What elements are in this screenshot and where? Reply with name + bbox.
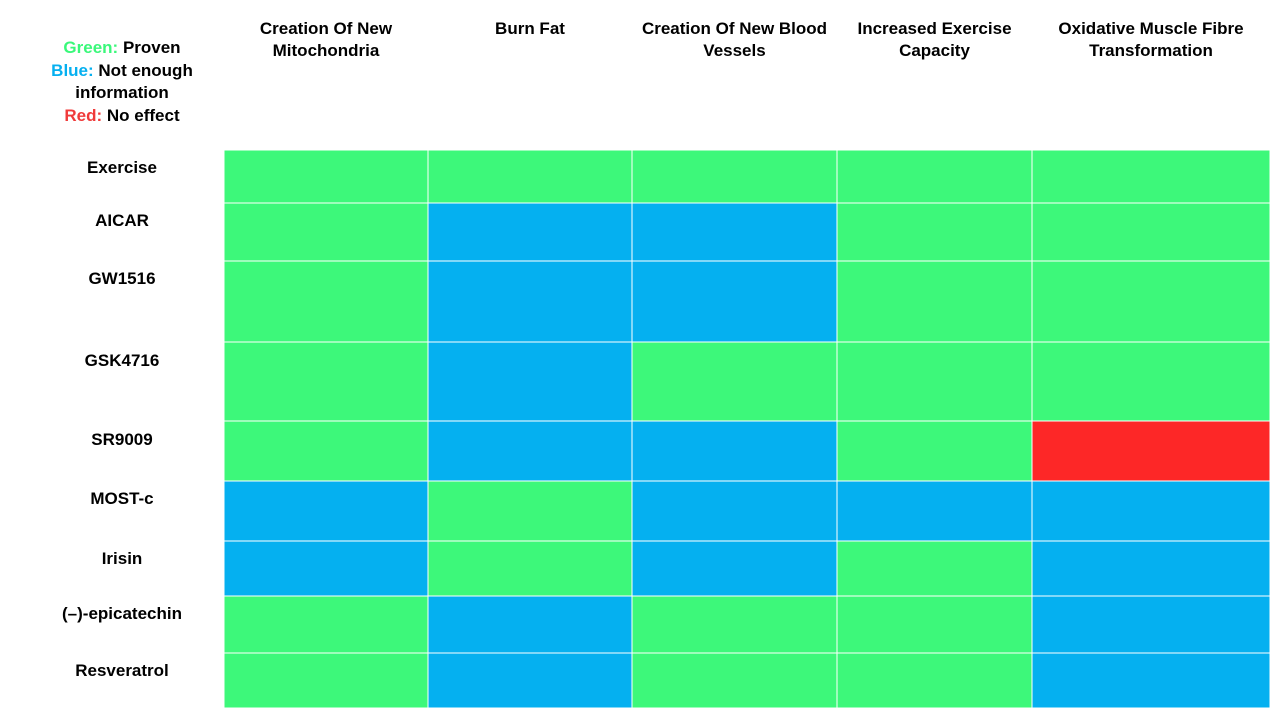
heatmap-cell-r8-c0 bbox=[223, 652, 429, 709]
heatmap-cell-r3-c3 bbox=[836, 341, 1033, 422]
heatmap-cell-r2-c0 bbox=[223, 260, 429, 343]
heatmap-cell-r0-c0 bbox=[223, 149, 429, 204]
column-header-line: Capacity bbox=[899, 41, 970, 60]
column-header-line: Increased Exercise bbox=[857, 19, 1012, 38]
heatmap-cell-r6-c3 bbox=[836, 540, 1033, 597]
heatmap-cell-r0-c2 bbox=[631, 149, 838, 204]
heatmap-cell-r4-c2 bbox=[631, 420, 838, 482]
heatmap-cell-r3-c2 bbox=[631, 341, 838, 422]
heatmap-cell-r1-c2 bbox=[631, 202, 838, 262]
heatmap-cell-r5-c0 bbox=[223, 480, 429, 542]
heatmap-cell-r4-c0 bbox=[223, 420, 429, 482]
column-header-line: Burn Fat bbox=[495, 19, 565, 38]
heatmap-cell-r3-c1 bbox=[427, 341, 633, 422]
legend: Green: Proven Blue: Not enough informati… bbox=[20, 37, 224, 127]
heatmap-cell-r1-c3 bbox=[836, 202, 1033, 262]
legend-blue-line-2: information bbox=[20, 82, 224, 105]
legend-red-key: Red: bbox=[64, 105, 103, 125]
heatmap-cell-r2-c4 bbox=[1031, 260, 1271, 343]
heatmap-cell-r5-c1 bbox=[427, 480, 633, 542]
row-label-irisin: Irisin bbox=[101, 549, 143, 568]
row-label-exercise: Exercise bbox=[87, 158, 157, 177]
column-header-mitochondria: Creation Of New Mitochondria bbox=[224, 18, 428, 62]
heatmap-cell-r5-c2 bbox=[631, 480, 838, 542]
legend-green-text: Proven bbox=[122, 38, 181, 57]
heatmap-cell-r5-c3 bbox=[836, 480, 1033, 542]
heatmap-cell-r6-c0 bbox=[223, 540, 429, 597]
row-label-most-c: MOST-c bbox=[90, 489, 154, 508]
row-label-epicatechin: (–)-epicatechin bbox=[62, 604, 182, 623]
heatmap-cell-r0-c3 bbox=[836, 149, 1033, 204]
legend-red-text: No effect bbox=[106, 105, 180, 125]
row-label-gsk4716: GSK4716 bbox=[84, 351, 160, 370]
legend-blue-line: Blue: Not enough bbox=[20, 60, 224, 83]
heatmap-cell-r7-c2 bbox=[631, 595, 838, 654]
heatmap-cell-r8-c1 bbox=[427, 652, 633, 709]
row-label-gw1516: GW1516 bbox=[88, 269, 156, 288]
column-header-line: Vessels bbox=[703, 41, 766, 60]
column-header-line: Transformation bbox=[1089, 41, 1213, 60]
column-header-exercise-capacity: Increased Exercise Capacity bbox=[837, 18, 1032, 62]
row-label-aicar: AICAR bbox=[95, 211, 149, 230]
row-label-resveratrol: Resveratrol bbox=[75, 661, 169, 680]
heatmap-cell-r8-c3 bbox=[836, 652, 1033, 709]
legend-blue-key: Blue: bbox=[51, 60, 94, 80]
heatmap-cell-r7-c0 bbox=[223, 595, 429, 654]
heatmap-cell-r1-c1 bbox=[427, 202, 633, 262]
heatmap-cell-r2-c1 bbox=[427, 260, 633, 343]
heatmap-cell-r6-c2 bbox=[631, 540, 838, 597]
column-header-line: Creation Of New bbox=[259, 19, 393, 38]
heatmap-cell-r3-c0 bbox=[223, 341, 429, 422]
heatmap-cell-r0-c4 bbox=[1031, 149, 1271, 204]
legend-blue-text-2: information bbox=[75, 83, 169, 102]
heatmap-cell-r2-c3 bbox=[836, 260, 1033, 343]
column-header-line: Mitochondria bbox=[272, 41, 380, 60]
column-header-burn-fat: Burn Fat bbox=[428, 18, 632, 40]
heatmap-cell-r4-c3 bbox=[836, 420, 1033, 482]
column-header-muscle-fibre: Oxidative Muscle Fibre Transformation bbox=[1032, 18, 1270, 62]
row-label-sr9009: SR9009 bbox=[91, 430, 153, 449]
heatmap-cell-r0-c1 bbox=[427, 149, 633, 204]
legend-green-key: Green: bbox=[63, 38, 119, 57]
legend-red-line: Red: No effect bbox=[20, 105, 224, 128]
heatmap-cell-r8-c2 bbox=[631, 652, 838, 709]
heatmap-cell-r2-c2 bbox=[631, 260, 838, 343]
heatmap-cell-r8-c4 bbox=[1031, 652, 1271, 709]
heatmap-cell-r4-c4 bbox=[1031, 420, 1271, 482]
heatmap-cell-r5-c4 bbox=[1031, 480, 1271, 542]
heatmap-cell-r7-c1 bbox=[427, 595, 633, 654]
heatmap-cell-r7-c3 bbox=[836, 595, 1033, 654]
heatmap-cell-r1-c0 bbox=[223, 202, 429, 262]
legend-green-line: Green: Proven bbox=[20, 37, 224, 60]
heatmap-cell-r3-c4 bbox=[1031, 341, 1271, 422]
column-header-blood-vessels: Creation Of New Blood Vessels bbox=[632, 18, 837, 62]
heatmap-cell-r1-c4 bbox=[1031, 202, 1271, 262]
column-header-line: Oxidative Muscle Fibre bbox=[1058, 19, 1244, 38]
heatmap-cell-r6-c1 bbox=[427, 540, 633, 597]
heatmap-cell-r7-c4 bbox=[1031, 595, 1271, 654]
heatmap-cell-r4-c1 bbox=[427, 420, 633, 482]
column-header-line: Creation Of New Blood bbox=[641, 19, 828, 38]
heatmap-cell-r6-c4 bbox=[1031, 540, 1271, 597]
legend-blue-text-1: Not enough bbox=[98, 60, 193, 80]
